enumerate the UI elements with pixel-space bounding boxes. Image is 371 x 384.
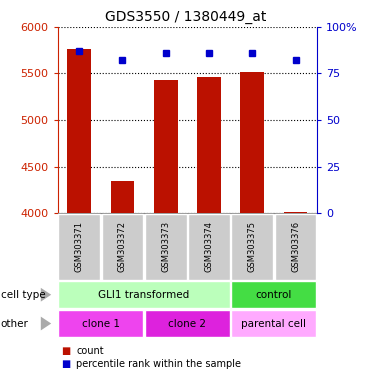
Bar: [58, 214, 100, 280]
Bar: [275, 214, 316, 280]
Bar: [188, 214, 230, 280]
Text: GSM303376: GSM303376: [291, 221, 300, 272]
Text: count: count: [76, 346, 104, 356]
Text: GLI1 transformed: GLI1 transformed: [98, 290, 190, 300]
Bar: [58, 310, 143, 337]
Text: parental cell: parental cell: [242, 318, 306, 329]
Bar: [232, 214, 273, 280]
Text: other: other: [1, 318, 29, 329]
Text: cell type: cell type: [1, 290, 45, 300]
Bar: [232, 281, 316, 308]
Text: GDS3550 / 1380449_at: GDS3550 / 1380449_at: [105, 10, 266, 23]
Bar: [154, 80, 178, 213]
Bar: [145, 310, 230, 337]
Bar: [102, 214, 143, 280]
Bar: [58, 281, 230, 308]
Bar: [284, 212, 308, 213]
Text: control: control: [256, 290, 292, 300]
Bar: [197, 77, 221, 213]
Bar: [67, 49, 91, 213]
Text: ■: ■: [61, 346, 70, 356]
Text: GSM303375: GSM303375: [248, 221, 257, 272]
Bar: [111, 180, 134, 213]
Bar: [232, 310, 316, 337]
Text: clone 1: clone 1: [82, 318, 120, 329]
Text: GSM303372: GSM303372: [118, 221, 127, 272]
Text: percentile rank within the sample: percentile rank within the sample: [76, 359, 241, 369]
Bar: [145, 214, 187, 280]
Text: GSM303373: GSM303373: [161, 221, 170, 272]
Text: GSM303374: GSM303374: [204, 221, 213, 272]
Bar: [240, 71, 264, 213]
Text: GSM303371: GSM303371: [75, 221, 83, 272]
Text: ■: ■: [61, 359, 70, 369]
Text: clone 2: clone 2: [168, 318, 206, 329]
